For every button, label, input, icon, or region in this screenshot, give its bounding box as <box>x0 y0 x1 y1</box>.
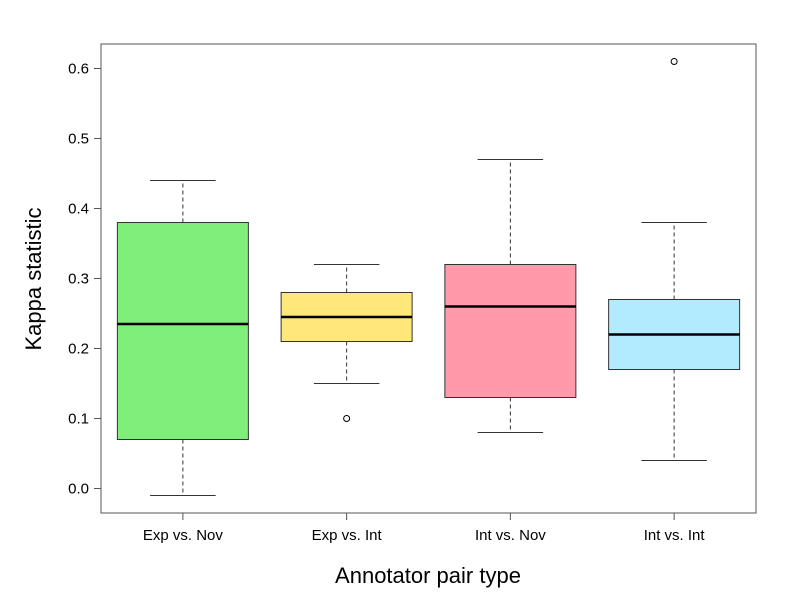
y-tick-label: 0.2 <box>68 341 89 358</box>
outlier-point <box>343 415 351 422</box>
y-tick-label: 0.6 <box>68 61 89 78</box>
box-int-vs-int <box>608 58 741 461</box>
x-axis-title: Annotator pair type <box>335 563 521 588</box>
y-tick-label: 0.4 <box>68 201 89 218</box>
y-tick-label: 0.3 <box>68 271 89 288</box>
iqr-box <box>116 222 249 440</box>
x-tick-label: Exp vs. Nov <box>143 527 224 544</box>
box-exp-vs-nov <box>116 180 249 496</box>
y-axis-title: Kappa statistic <box>21 207 46 350</box>
y-axis: 0.0 0.1 0.2 0.3 0.4 0.5 0.6 <box>68 61 101 498</box>
x-tick-label: Exp vs. Int <box>312 527 383 544</box>
y-tick-label: 0.5 <box>68 131 89 148</box>
y-tick-label: 0.0 <box>68 481 89 498</box>
x-tick-label: Int vs. Int <box>644 527 706 544</box>
box-exp-vs-int <box>280 264 413 422</box>
iqr-box <box>444 264 577 398</box>
box-int-vs-nov <box>444 159 577 433</box>
y-tick-label: 0.1 <box>68 411 89 428</box>
boxes-group <box>116 58 741 496</box>
x-axis: Exp vs. Nov Exp vs. Int Int vs. Nov Int vs.… <box>143 513 706 544</box>
x-tick-label: Int vs. Nov <box>475 527 546 544</box>
outlier-point <box>670 58 678 65</box>
